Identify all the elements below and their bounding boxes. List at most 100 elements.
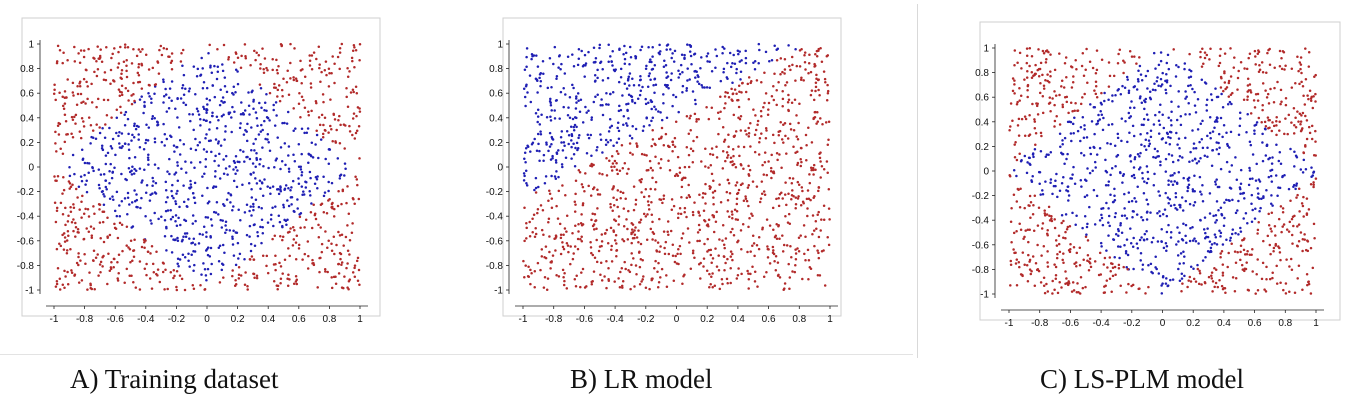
point-red bbox=[1035, 102, 1038, 105]
point-red bbox=[750, 80, 753, 83]
point-blue bbox=[283, 121, 286, 125]
point-blue bbox=[555, 75, 559, 78]
point-blue bbox=[566, 114, 570, 117]
point-red bbox=[73, 115, 76, 119]
point-red bbox=[353, 264, 357, 267]
point-blue bbox=[290, 196, 294, 199]
point-red bbox=[352, 112, 356, 115]
x-tick-label: -0.6 bbox=[1062, 318, 1080, 329]
point-blue bbox=[205, 119, 208, 122]
point-red bbox=[717, 132, 720, 136]
point-blue bbox=[581, 64, 585, 68]
point-blue bbox=[701, 86, 704, 89]
point-red bbox=[1310, 137, 1314, 141]
point-red bbox=[799, 78, 803, 81]
point-blue bbox=[636, 97, 640, 100]
point-blue bbox=[1085, 136, 1089, 139]
panel-separator bbox=[917, 4, 918, 358]
point-red bbox=[357, 124, 361, 128]
point-red bbox=[580, 213, 583, 216]
point-blue bbox=[216, 142, 220, 145]
point-blue bbox=[629, 55, 633, 59]
point-blue bbox=[201, 87, 205, 90]
x-tick-label: -1 bbox=[1005, 318, 1014, 329]
point-red bbox=[1102, 263, 1106, 266]
point-blue bbox=[1083, 124, 1086, 127]
point-blue bbox=[316, 186, 319, 190]
point-red bbox=[1045, 213, 1049, 216]
point-red bbox=[1229, 75, 1233, 78]
point-red bbox=[787, 192, 790, 195]
point-blue bbox=[253, 149, 256, 152]
point-red bbox=[635, 273, 638, 276]
point-blue bbox=[202, 105, 205, 109]
point-blue bbox=[1256, 187, 1259, 190]
point-red bbox=[1312, 183, 1315, 187]
point-red bbox=[1260, 61, 1264, 64]
point-red bbox=[546, 277, 550, 280]
point-red bbox=[98, 263, 102, 266]
point-blue bbox=[108, 197, 112, 201]
point-blue bbox=[84, 183, 87, 186]
point-red bbox=[287, 247, 290, 250]
point-blue bbox=[1198, 175, 1202, 179]
point-red bbox=[539, 268, 542, 272]
point-red bbox=[747, 272, 750, 275]
point-blue bbox=[266, 132, 270, 136]
point-blue bbox=[246, 122, 249, 126]
point-red bbox=[598, 245, 602, 248]
point-red bbox=[334, 282, 338, 285]
point-red bbox=[1297, 120, 1300, 123]
point-red bbox=[1037, 48, 1040, 51]
point-red bbox=[163, 288, 166, 291]
point-red bbox=[633, 236, 636, 240]
point-red bbox=[802, 79, 805, 82]
point-blue bbox=[1238, 117, 1242, 120]
point-blue bbox=[1113, 187, 1116, 191]
point-blue bbox=[1295, 184, 1298, 187]
point-red bbox=[617, 277, 620, 280]
point-red bbox=[1144, 292, 1147, 295]
point-blue bbox=[1128, 106, 1132, 109]
point-blue bbox=[551, 156, 554, 160]
point-red bbox=[763, 193, 767, 197]
point-blue bbox=[1157, 119, 1161, 122]
point-red bbox=[55, 247, 59, 251]
point-red bbox=[591, 253, 595, 257]
point-red bbox=[170, 59, 174, 63]
point-blue bbox=[225, 198, 229, 201]
point-blue bbox=[279, 167, 282, 171]
point-red bbox=[718, 238, 721, 241]
point-blue bbox=[1095, 194, 1099, 198]
point-red bbox=[118, 90, 122, 94]
point-blue bbox=[651, 55, 654, 58]
point-red bbox=[667, 252, 671, 256]
point-red bbox=[698, 214, 701, 217]
point-red bbox=[741, 223, 745, 226]
point-red bbox=[781, 250, 785, 253]
point-red bbox=[1267, 223, 1271, 227]
point-red bbox=[1264, 290, 1268, 293]
point-blue bbox=[570, 139, 573, 142]
point-red bbox=[1314, 100, 1317, 103]
point-red bbox=[131, 259, 134, 262]
point-blue bbox=[222, 172, 226, 175]
point-red bbox=[663, 246, 666, 250]
point-red bbox=[668, 168, 672, 172]
point-red bbox=[135, 54, 139, 58]
point-red bbox=[642, 275, 645, 278]
point-red bbox=[686, 227, 690, 230]
point-blue bbox=[248, 235, 251, 238]
point-red bbox=[63, 140, 67, 144]
point-red bbox=[786, 221, 790, 224]
point-red bbox=[1081, 286, 1085, 290]
point-red bbox=[218, 281, 222, 284]
caption-a: A) Training dataset bbox=[70, 364, 279, 394]
point-red bbox=[1266, 234, 1270, 238]
point-red bbox=[756, 123, 759, 127]
point-blue bbox=[735, 71, 738, 75]
panel-divider-rule bbox=[0, 354, 913, 355]
point-blue bbox=[593, 61, 597, 64]
point-red bbox=[787, 108, 790, 112]
point-blue bbox=[132, 172, 136, 175]
